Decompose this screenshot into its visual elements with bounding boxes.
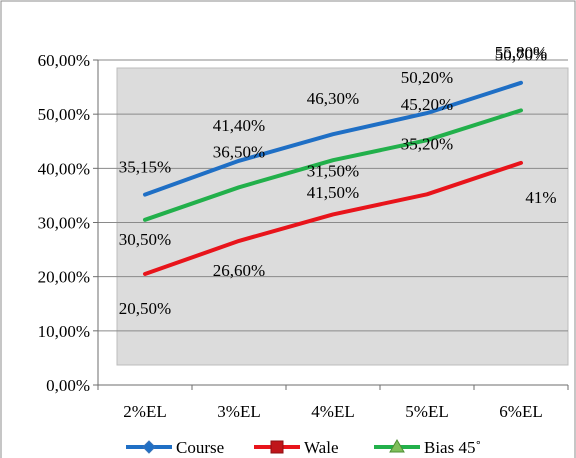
data-label: 41,40% [213,116,265,135]
data-label: 50,70% [495,45,547,64]
data-label: 50,20% [401,68,453,87]
series-line-wale [143,160,523,276]
x-tick-label: 2%EL [123,402,166,421]
x-tick-label: 3%EL [217,402,260,421]
y-tick-label: 60,00% [38,51,90,70]
legend-label: Wale [304,438,339,457]
legend-diamond-marker-icon [142,440,156,454]
data-label: 46,30% [307,89,359,108]
y-tick-label: 30,00% [38,214,90,233]
series-line-bias-45 [143,108,523,222]
y-tick-label: 10,00% [38,322,90,341]
y-tick-label: 20,00% [38,268,90,287]
data-label: 26,60% [213,261,265,280]
legend-triangle-marker-icon [389,439,405,453]
plot-background [116,67,569,366]
legend-label: Course [176,438,224,457]
data-label: 35,20% [401,134,453,153]
data-label: 36,50% [213,142,265,161]
y-tick-label: 50,00% [38,105,90,124]
data-label: 35,15% [119,158,171,177]
y-tick-label: 40,00% [38,159,90,178]
x-tick-label: 6%EL [499,402,542,421]
data-label: 41,50% [307,183,359,202]
data-label: 30,50% [119,230,171,249]
data-label: 45,20% [401,95,453,114]
legend-label: Bias 45˚ [424,438,481,457]
x-tick-label: 5%EL [405,402,448,421]
data-label: 20,50% [119,299,171,318]
data-label: 41% [525,188,556,207]
data-label: 55,80% [495,43,547,62]
y-tick-label: 0,00% [46,376,90,395]
x-tick-label: 4%EL [311,402,354,421]
data-label: 31,50% [307,161,359,180]
legend-square-marker-icon [270,440,284,454]
series-line-course [143,80,523,197]
